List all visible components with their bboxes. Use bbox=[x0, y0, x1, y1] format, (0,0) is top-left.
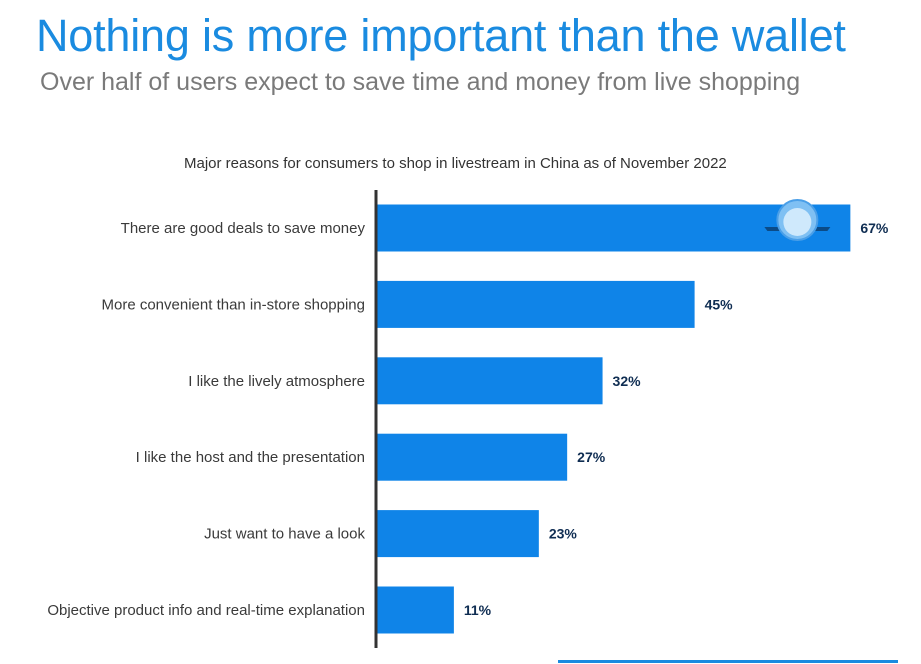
bar-4 bbox=[376, 433, 568, 481]
value-label: 23% bbox=[549, 526, 578, 542]
bar-5 bbox=[376, 510, 539, 558]
footer-rule bbox=[558, 660, 898, 663]
category-label: I like the lively atmosphere bbox=[188, 373, 365, 390]
bar-2 bbox=[376, 280, 695, 328]
page-subtitle: Over half of users expect to save time a… bbox=[40, 68, 801, 96]
category-label: Just want to have a look bbox=[204, 526, 365, 543]
category-label: More convenient than in-store shopping bbox=[102, 296, 366, 313]
bars-group bbox=[376, 204, 851, 634]
value-label: 11% bbox=[464, 602, 492, 618]
value-label: 32% bbox=[613, 373, 642, 389]
chart-title: Major reasons for consumers to shop in l… bbox=[184, 155, 727, 172]
category-label: There are good deals to save money bbox=[121, 220, 366, 237]
highlight-marker bbox=[764, 199, 831, 241]
category-labels-group: There are good deals to save money More c… bbox=[47, 220, 365, 619]
category-label: I like the host and the presentation bbox=[136, 449, 365, 466]
category-label: Objective product info and real-time exp… bbox=[47, 602, 365, 619]
value-label: 67% bbox=[860, 220, 889, 236]
value-label: 45% bbox=[705, 296, 734, 312]
value-labels-group: 67% 45% 32% 27% 23% 11% bbox=[464, 220, 889, 618]
bar-3 bbox=[376, 357, 603, 405]
page-title: Nothing is more important than the walle… bbox=[36, 10, 846, 61]
value-label: 27% bbox=[577, 449, 606, 465]
bar-6 bbox=[376, 586, 454, 634]
